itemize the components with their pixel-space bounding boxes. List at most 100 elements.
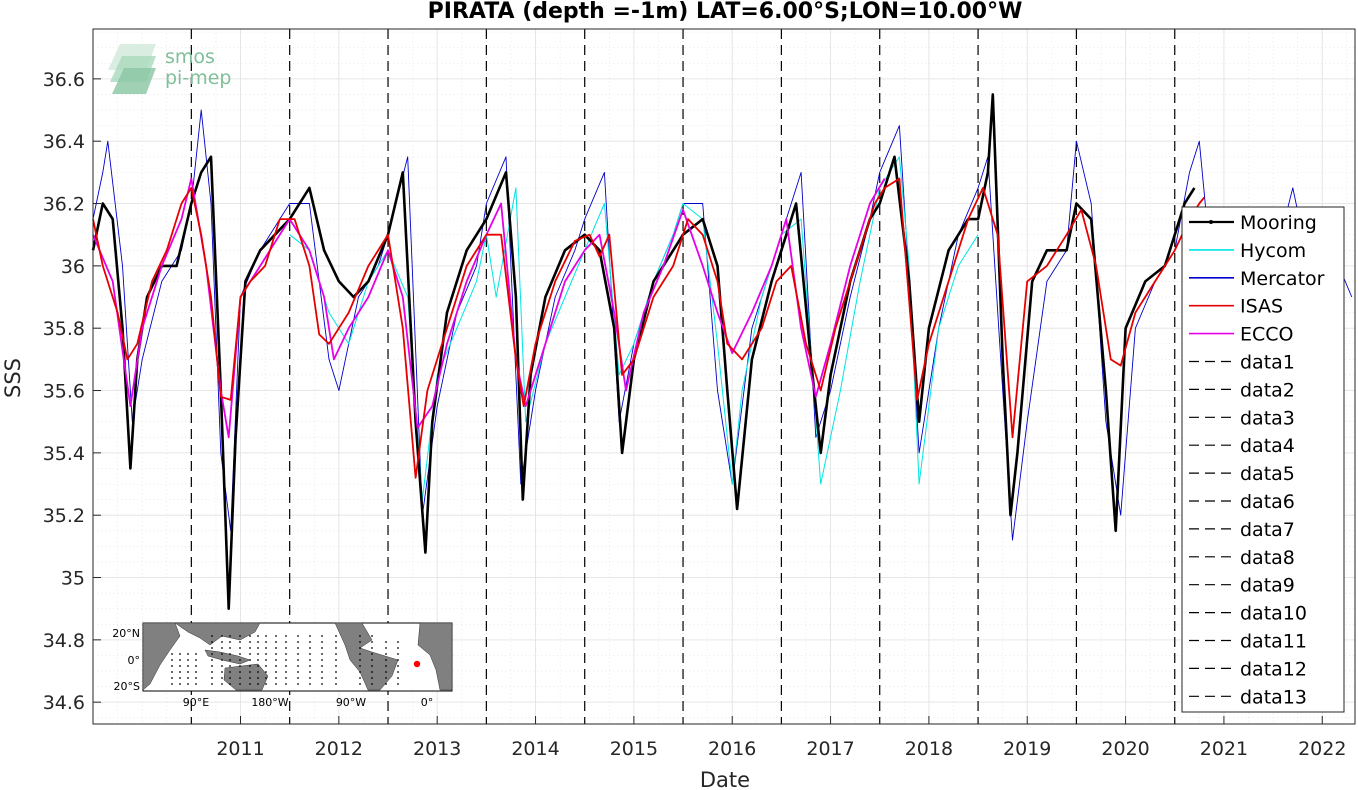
map-buoy-dot [297, 671, 299, 673]
map-buoy-dot [321, 653, 323, 655]
x-tick-label: 2014 [511, 738, 559, 760]
map-buoy-dot [321, 665, 323, 667]
y-tick-label: 36.2 [43, 194, 85, 216]
map-buoy-dot [297, 659, 299, 661]
map-buoy-dot [321, 659, 323, 661]
map-buoy-dot [371, 635, 373, 637]
map-buoy-dot [385, 659, 387, 661]
map-buoy-dot [285, 677, 287, 679]
legend-items: Mooring Hycom Mercator ISAS ECCO data1 data2 da… [1189, 212, 1325, 708]
x-tick-label: 2020 [1101, 738, 1149, 760]
map-buoy-dot [309, 647, 311, 649]
map-xtick-3: 90°W [336, 696, 366, 709]
map-buoy-dot [221, 659, 223, 661]
map-buoy-dot [371, 671, 373, 673]
map-buoy-dot [249, 665, 251, 667]
map-buoy-dot [275, 665, 277, 667]
y-ticks: 34.6 34.8 35 35.2 35.4 35.6 35.8 36 36.2 36.4 36.6 [43, 69, 101, 714]
map-buoy-dot [249, 635, 251, 637]
legend-label: data3 [1240, 407, 1295, 429]
map-buoy-dot [359, 677, 361, 679]
map-buoy-dot [385, 647, 387, 649]
map-buoy-dot [229, 677, 231, 679]
y-tick-label: 34.8 [43, 630, 85, 652]
map-buoy-dot [257, 683, 259, 685]
map-buoy-dot [275, 659, 277, 661]
legend-label: Mercator [1240, 268, 1325, 290]
plot-frame [92, 28, 1356, 725]
map-buoy-dot [359, 647, 361, 649]
map-buoy-dot [321, 683, 323, 685]
map-buoy-dot [249, 671, 251, 673]
map-buoy-dot [335, 659, 337, 661]
series-line-isas [92, 177, 1206, 479]
map-buoy-dot [249, 677, 251, 679]
y-axis-label: SSS [1, 358, 25, 398]
map-buoy-dot [211, 665, 213, 667]
map-buoy-dot [335, 665, 337, 667]
map-buoy-dot [239, 641, 241, 643]
map-buoy-dot [297, 665, 299, 667]
legend-label: ECCO [1240, 324, 1294, 346]
map-buoy-dot [187, 653, 189, 655]
mooring-location-marker [413, 660, 421, 668]
map-buoy-dot [229, 641, 231, 643]
map-buoy-dot [221, 677, 223, 679]
map-buoy-dot [397, 659, 399, 661]
map-buoy-dot [335, 677, 337, 679]
map-buoy-dot [257, 659, 259, 661]
map-buoy-dot [385, 653, 387, 655]
series-line-ecco [92, 177, 886, 439]
map-buoy-dot [371, 665, 373, 667]
x-tick-label: 2021 [1200, 738, 1248, 760]
legend-label: ISAS [1240, 296, 1283, 318]
map-buoy-dot [179, 653, 181, 655]
map-buoy-dot [335, 635, 337, 637]
x-tick-label: 2016 [708, 738, 756, 760]
map-land-africa-west [142, 622, 181, 691]
map-buoy-dot [257, 641, 259, 643]
legend-label: data1 [1240, 352, 1295, 374]
map-buoy-dot [221, 641, 223, 643]
map-buoy-dot [179, 671, 181, 673]
map-buoy-dot [239, 653, 241, 655]
map-buoy-dot [359, 683, 361, 685]
x-tick-label: 2015 [610, 738, 658, 760]
x-tick-label: 2018 [905, 738, 953, 760]
map-buoy-dot [309, 683, 311, 685]
map-buoy-dot [179, 665, 181, 667]
y-tick-label: 36.6 [43, 69, 85, 91]
map-buoy-dot [297, 647, 299, 649]
map-ytick-1: 20°N [112, 627, 140, 640]
y-tick-label: 36.4 [43, 131, 85, 153]
y-tick-label: 36 [61, 256, 85, 278]
map-buoy-dot [297, 653, 299, 655]
y-tick-label: 35.6 [43, 381, 85, 403]
map-buoy-dot [335, 647, 337, 649]
tao-mooring-dots [171, 635, 399, 685]
map-buoy-dot [257, 635, 259, 637]
smos-pimep-logo: smos pi-mep [108, 44, 231, 94]
map-buoy-dot [371, 677, 373, 679]
map-buoy-dot [371, 641, 373, 643]
map-buoy-dot [275, 647, 277, 649]
map-buoy-dot [297, 635, 299, 637]
map-buoy-dot [321, 647, 323, 649]
map-buoy-dot [229, 653, 231, 655]
map-buoy-dot [239, 647, 241, 649]
map-buoy-dot [321, 677, 323, 679]
map-buoy-dot [229, 671, 231, 673]
y-tick-label: 34.6 [43, 692, 85, 714]
map-buoy-dot [171, 665, 173, 667]
map-buoy-dot [285, 665, 287, 667]
map-buoy-dot [171, 683, 173, 685]
x-tick-label: 2011 [216, 738, 264, 760]
logo-text-pimep: pi-mep [165, 67, 231, 89]
map-buoy-dot [195, 659, 197, 661]
y-tick-label: 35 [61, 568, 85, 590]
map-buoy-dot [221, 653, 223, 655]
x-tick-label: 2022 [1298, 738, 1346, 760]
x-axis-label: Date [700, 768, 750, 790]
map-buoy-dot [321, 641, 323, 643]
